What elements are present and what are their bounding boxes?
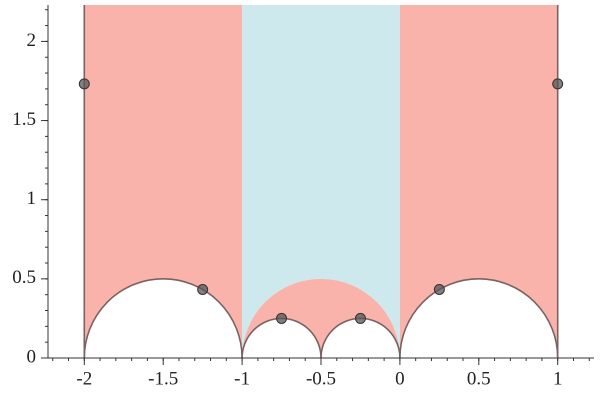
x-tick-label: 0.5	[467, 368, 491, 389]
x-tick-label: -2	[76, 368, 92, 389]
y-tick-label: 0	[27, 346, 37, 367]
region	[242, 5, 400, 358]
x-tick-label: -1.5	[148, 368, 178, 389]
point	[78, 78, 90, 90]
x-tick-label: -1	[234, 368, 250, 389]
y-tick-label: 1.5	[12, 109, 36, 130]
point	[197, 283, 209, 295]
y-tick-label: 2	[27, 30, 37, 51]
y-tick-label: 1	[27, 188, 37, 209]
arc	[399, 278, 559, 359]
x-tick-label: 0	[395, 368, 405, 389]
point	[354, 312, 366, 324]
point	[276, 312, 288, 324]
point	[552, 78, 564, 90]
region	[242, 278, 400, 358]
point	[433, 283, 445, 295]
region	[399, 5, 558, 358]
x-tick-label: 1	[553, 368, 563, 389]
arc	[83, 278, 243, 359]
y-tick-label: 0.5	[12, 267, 36, 288]
x-tick-label: -0.5	[306, 368, 336, 389]
region	[84, 5, 243, 358]
